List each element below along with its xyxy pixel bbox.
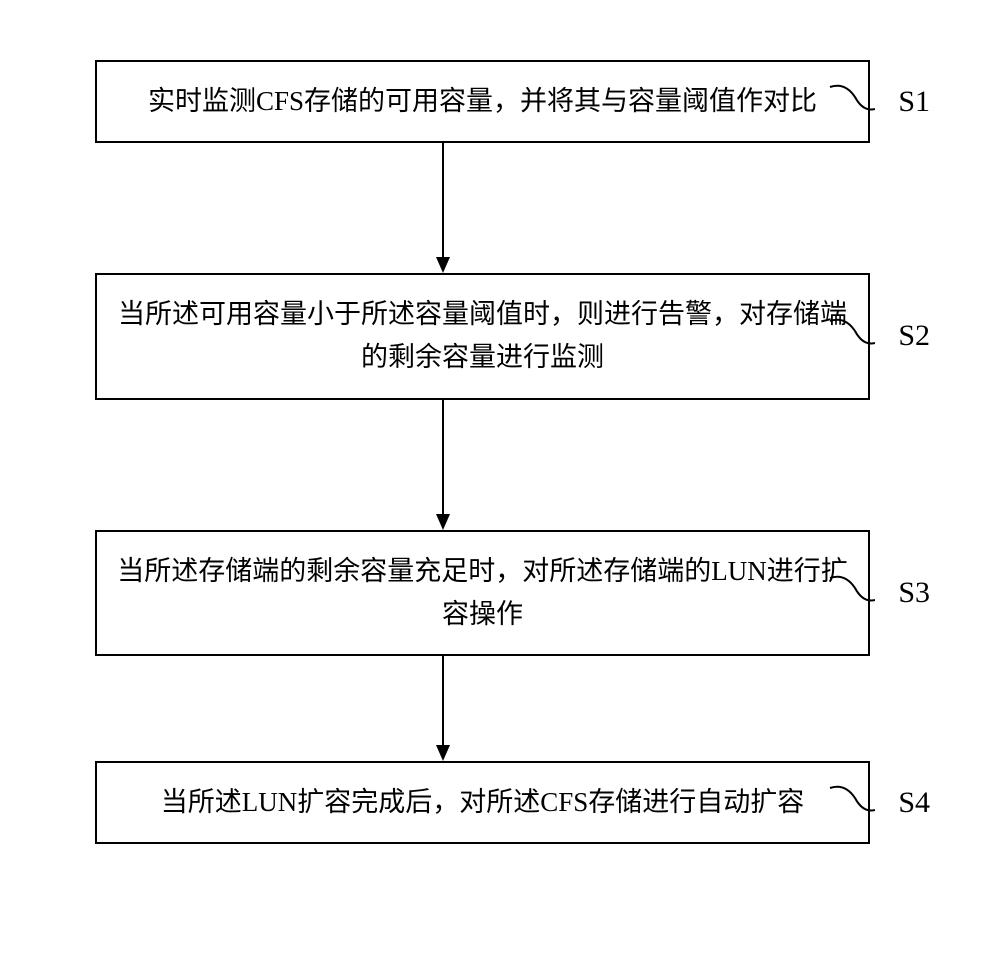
step-box-s3: 当所述存储端的剩余容量充足时，对所述存储端的LUN进行扩容操作 — [95, 530, 870, 656]
step-label-s4: S4 — [898, 786, 930, 820]
step-label-s1: S1 — [898, 85, 930, 119]
step-wrapper-s1: 实时监测CFS存储的可用容量，并将其与容量阈值作对比 S1 — [40, 60, 960, 143]
brace-s3 — [825, 568, 875, 618]
arrow-s3-s4 — [428, 656, 458, 761]
arrow-container-2 — [40, 400, 960, 530]
step-box-s1: 实时监测CFS存储的可用容量，并将其与容量阈值作对比 — [95, 60, 870, 143]
arrow-s2-s3 — [428, 400, 458, 530]
step-text-s1: 实时监测CFS存储的可用容量，并将其与容量阈值作对比 — [148, 80, 817, 123]
arrow-container-1 — [40, 143, 960, 273]
brace-s4 — [825, 778, 875, 828]
step-label-s2: S2 — [898, 319, 930, 353]
step-box-s2: 当所述可用容量小于所述容量阈值时，则进行告警，对存储端的剩余容量进行监测 — [95, 273, 870, 399]
arrow-s1-s2 — [428, 143, 458, 273]
step-text-s2: 当所述可用容量小于所述容量阈值时，则进行告警，对存储端的剩余容量进行监测 — [117, 293, 848, 379]
step-wrapper-s2: 当所述可用容量小于所述容量阈值时，则进行告警，对存储端的剩余容量进行监测 S2 — [40, 273, 960, 399]
step-box-s4: 当所述LUN扩容完成后，对所述CFS存储进行自动扩容 — [95, 761, 870, 844]
step-text-s3: 当所述存储端的剩余容量充足时，对所述存储端的LUN进行扩容操作 — [117, 550, 848, 636]
brace-s2 — [825, 311, 875, 361]
arrow-container-3 — [40, 656, 960, 761]
step-wrapper-s4: 当所述LUN扩容完成后，对所述CFS存储进行自动扩容 S4 — [40, 761, 960, 844]
step-label-s3: S3 — [898, 576, 930, 610]
brace-s1 — [825, 77, 875, 127]
step-wrapper-s3: 当所述存储端的剩余容量充足时，对所述存储端的LUN进行扩容操作 S3 — [40, 530, 960, 656]
flowchart-container: 实时监测CFS存储的可用容量，并将其与容量阈值作对比 S1 当所述可用容量小于所… — [40, 60, 960, 844]
step-text-s4: 当所述LUN扩容完成后，对所述CFS存储进行自动扩容 — [161, 781, 805, 824]
